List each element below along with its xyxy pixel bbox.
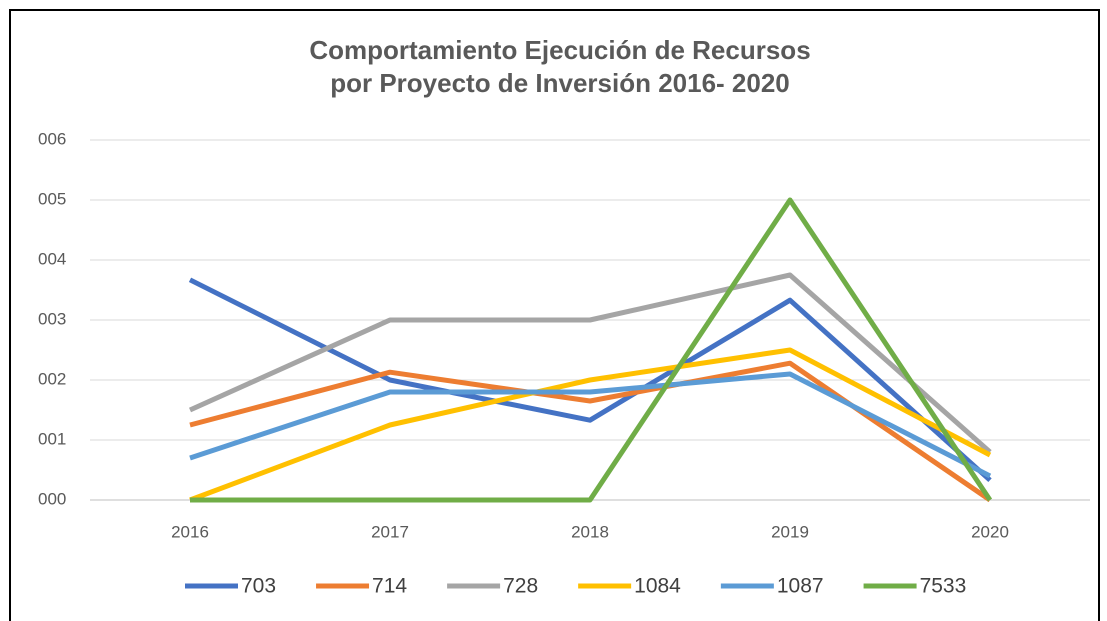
series-line <box>190 197 993 503</box>
series-line <box>188 272 992 454</box>
legend-label: 703 <box>241 575 276 598</box>
chart-title: por Proyecto de Inversión 2016- 2020 <box>330 68 790 98</box>
series-line <box>189 371 992 479</box>
y-tick-label: 000 <box>38 489 66 508</box>
legend-label: 1084 <box>634 575 681 598</box>
chart-title: Comportamiento Ejecución de Recursos <box>309 35 810 65</box>
x-tick-label: 2020 <box>971 522 1009 541</box>
y-tick-label: 002 <box>38 369 66 388</box>
series-line <box>189 347 992 503</box>
y-tick-label: 001 <box>38 429 66 448</box>
legend-label: 728 <box>503 575 538 598</box>
legend-label: 7533 <box>920 575 967 598</box>
x-tick-label: 2019 <box>771 522 809 541</box>
legend-label: 714 <box>372 575 407 598</box>
x-tick-label: 2017 <box>371 522 409 541</box>
legend-label: 1087 <box>777 575 824 598</box>
x-tick-label: 2016 <box>171 522 209 541</box>
y-tick-label: 003 <box>38 309 66 328</box>
y-tick-label: 005 <box>38 189 66 208</box>
y-tick-label: 006 <box>38 129 66 148</box>
y-tick-label: 004 <box>38 249 66 268</box>
x-tick-label: 2018 <box>571 522 609 541</box>
chart-border <box>9 9 1100 621</box>
series-line <box>188 277 992 483</box>
